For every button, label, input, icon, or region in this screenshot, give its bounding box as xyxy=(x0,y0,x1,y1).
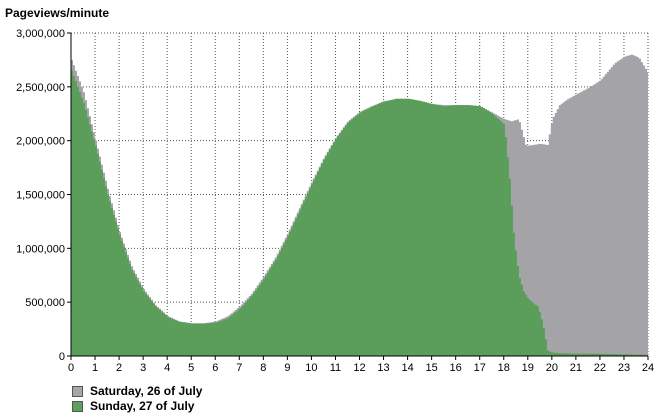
x-tick-label: 13 xyxy=(377,362,389,374)
x-tick-label: 15 xyxy=(426,362,438,374)
x-tick-label: 21 xyxy=(570,362,582,374)
x-tick-label: 19 xyxy=(522,362,534,374)
x-tick-label: 5 xyxy=(188,362,194,374)
y-tick-label: 3,000,000 xyxy=(16,28,65,40)
x-tick-label: 24 xyxy=(642,362,654,374)
y-tick-label: 2,000,000 xyxy=(16,136,65,148)
x-tick-label: 7 xyxy=(236,362,242,374)
y-tick-label: 0 xyxy=(59,351,65,363)
x-tick-label: 20 xyxy=(546,362,558,374)
legend-label: Sunday, 27 of July xyxy=(90,399,195,413)
x-tick-label: 14 xyxy=(401,362,413,374)
y-tick-label: 1,500,000 xyxy=(16,190,65,202)
x-tick-label: 16 xyxy=(450,362,462,374)
y-tick-label: 2,500,000 xyxy=(16,82,65,94)
legend-item-saturday: Saturday, 26 of July xyxy=(72,384,202,398)
series-sunday xyxy=(71,70,648,356)
x-tick-label: 8 xyxy=(260,362,266,374)
x-tick-label: 10 xyxy=(305,362,317,374)
legend-item-sunday: Sunday, 27 of July xyxy=(72,399,202,413)
legend-swatch xyxy=(72,400,83,412)
series-area xyxy=(71,70,648,356)
axes: 0 500,000 1,000,000 1,500,000 2,000,000 2,500… xyxy=(16,28,654,374)
legend-swatch xyxy=(72,385,83,397)
y-tick-label: 1,000,000 xyxy=(16,243,65,255)
x-tick-label: 0 xyxy=(68,362,74,374)
x-tick-label: 1 xyxy=(92,362,98,374)
x-tick-label: 12 xyxy=(353,362,365,374)
x-tick-label: 23 xyxy=(618,362,630,374)
x-tick-label: 9 xyxy=(284,362,290,374)
y-tick-label: 500,000 xyxy=(25,297,65,309)
chart-title: Pageviews/minute xyxy=(5,6,109,20)
x-tick-label: 4 xyxy=(164,362,170,374)
x-tick-label: 2 xyxy=(116,362,122,374)
x-tick-label: 3 xyxy=(140,362,146,374)
x-tick-label: 18 xyxy=(498,362,510,374)
plot-area xyxy=(71,54,648,356)
x-tick-label: 11 xyxy=(330,362,341,374)
x-tick-label: 6 xyxy=(212,362,218,374)
x-tick-label: 22 xyxy=(594,362,606,374)
legend: Saturday, 26 of July Sunday, 27 of July xyxy=(72,384,202,414)
legend-label: Saturday, 26 of July xyxy=(90,384,203,398)
x-tick-label: 17 xyxy=(474,362,486,374)
